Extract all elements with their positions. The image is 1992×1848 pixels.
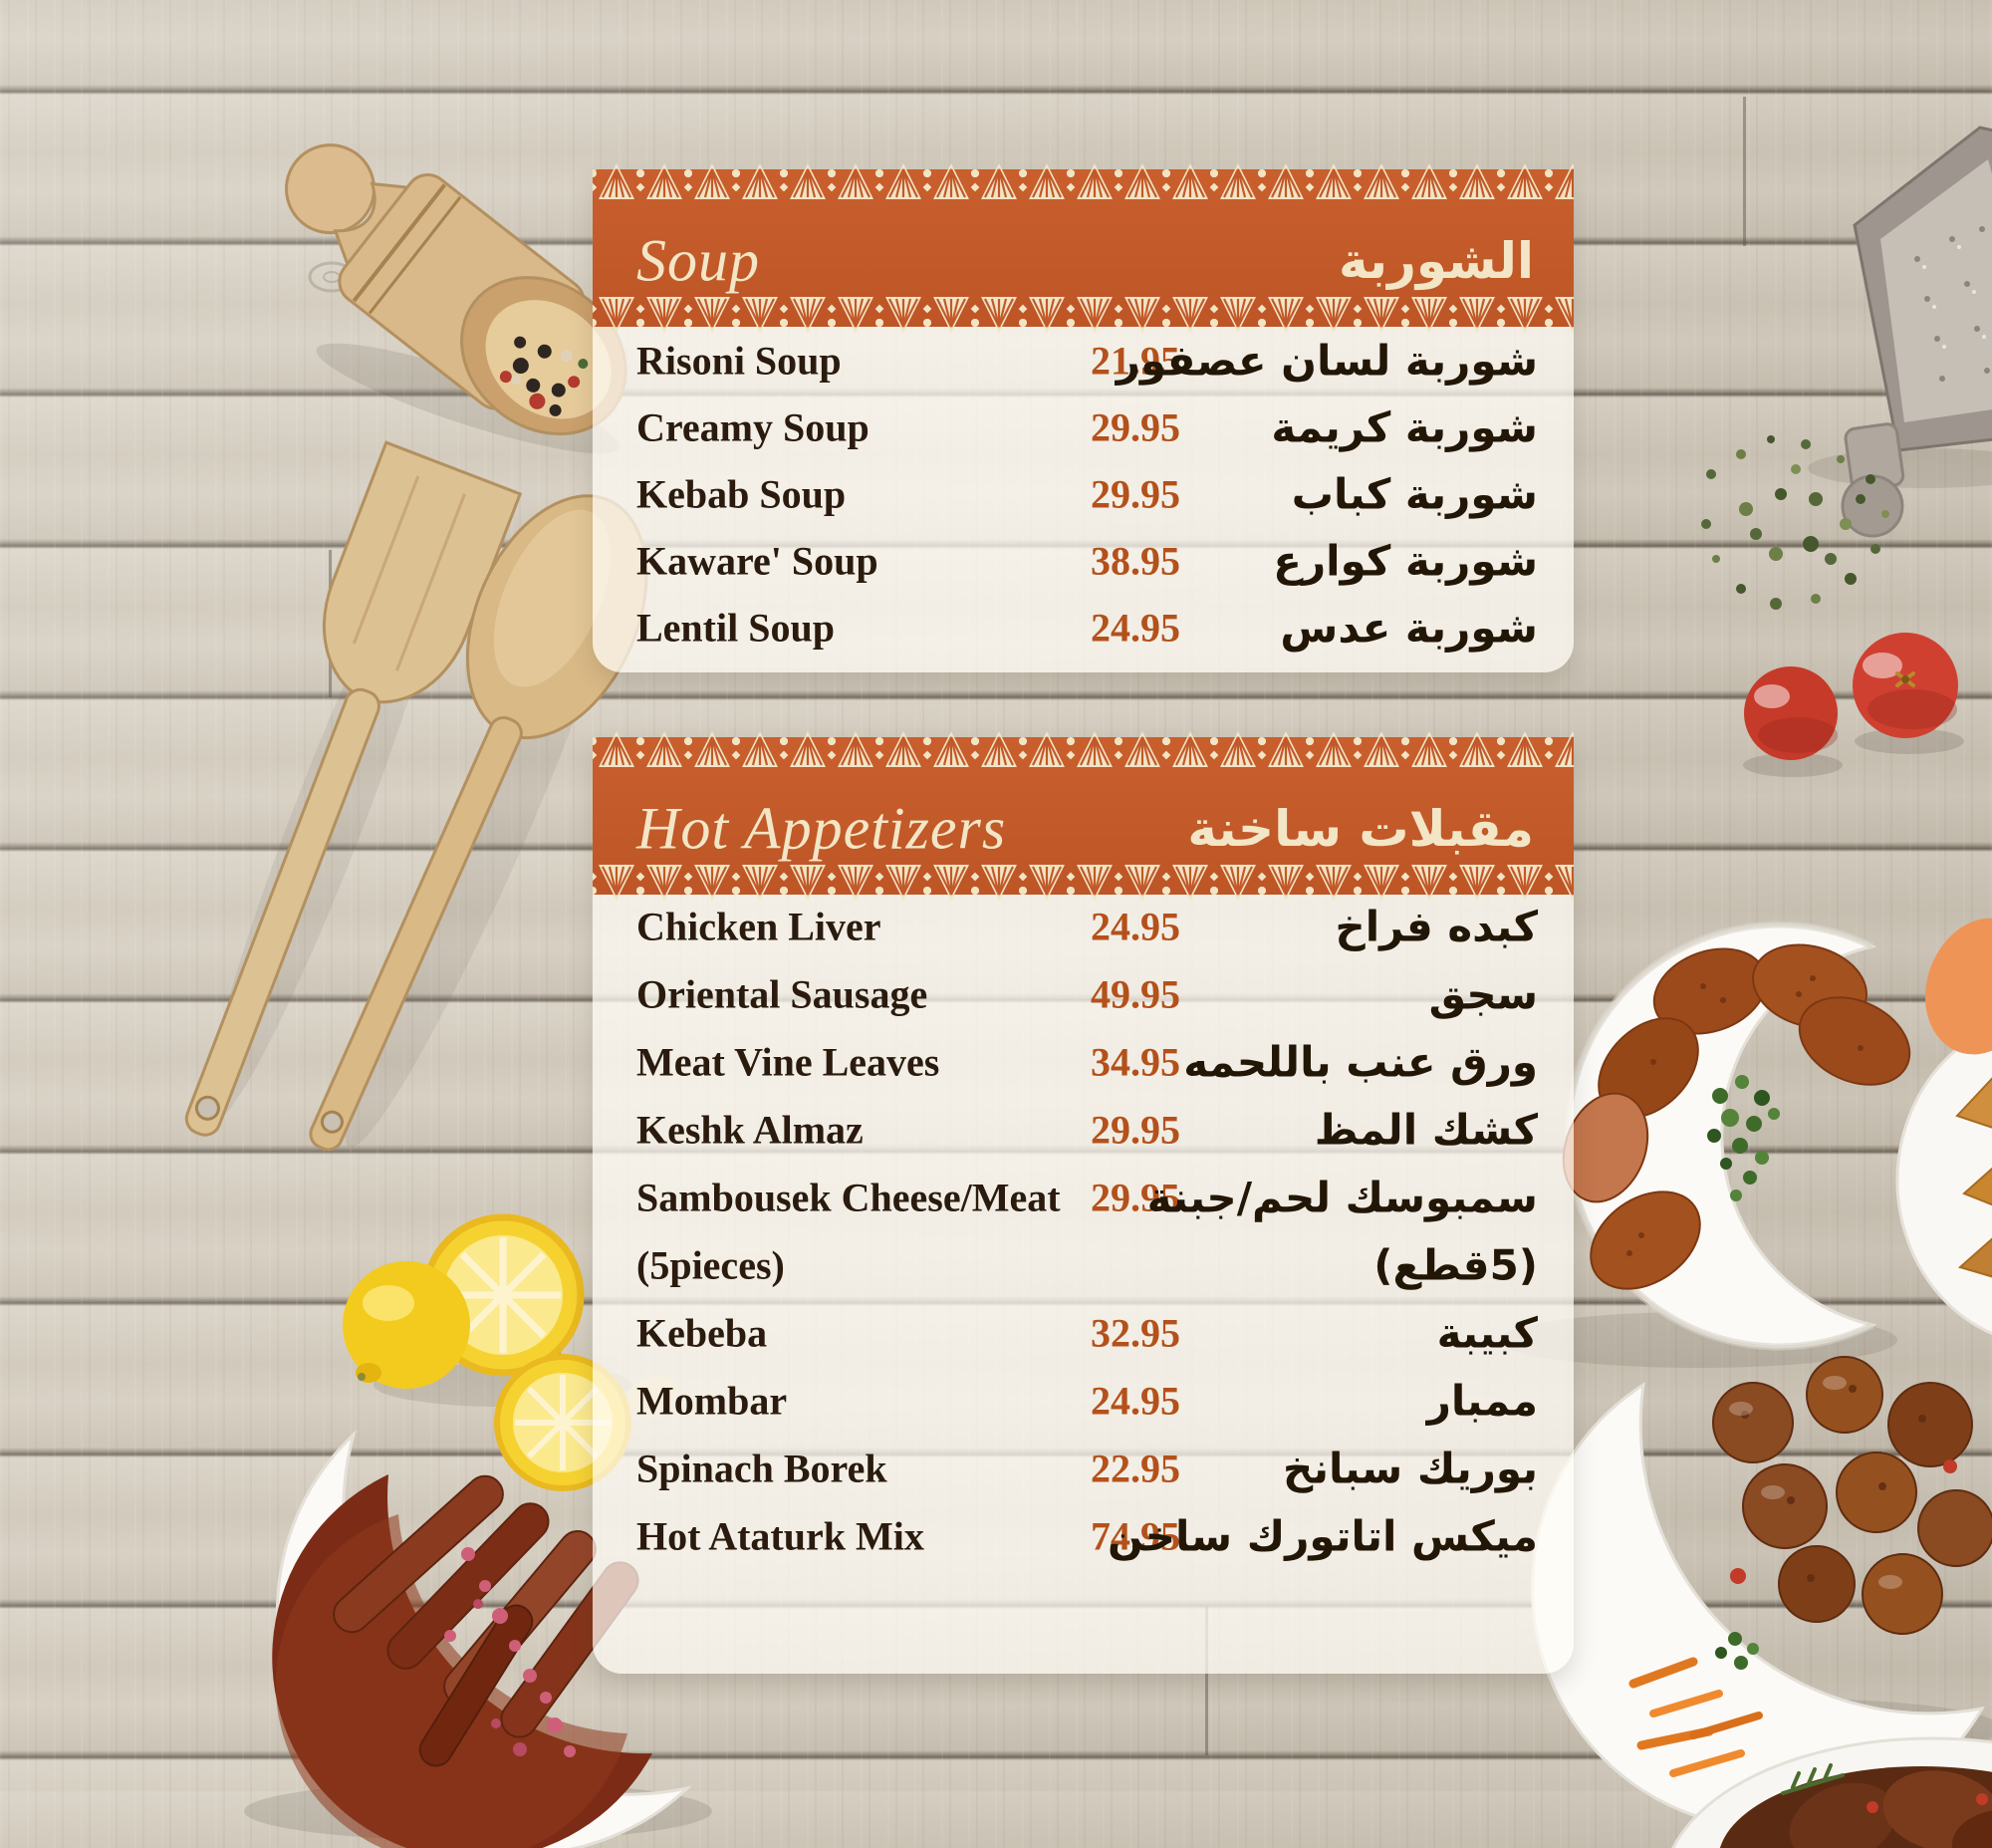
wood-plank-joint (329, 550, 332, 697)
item-name-ar: شوربة كريمة (1271, 402, 1538, 451)
item-name-ar: كبده فراخ (1335, 902, 1538, 951)
item-price: 29.95 (1091, 404, 1180, 449)
wood-plank-joint (1205, 1606, 1208, 1755)
menu-section-hot-appetizers: Hot Appetizers مقبلات ساخنة Chicken Live… (593, 729, 1574, 1674)
item-name-en: Lentil Soup (636, 605, 835, 650)
item-price: 29.95 (1091, 1107, 1180, 1153)
menu-item-row: Mombar 24.95 ممبار (593, 1367, 1574, 1435)
item-name-en: Kebab Soup (636, 471, 847, 516)
item-name-en: Risoni Soup (636, 338, 842, 383)
menu-item-row: Chicken Liver 24.95 كبده فراخ (593, 893, 1574, 960)
menu-item-row: Kebeba 32.95 كبيبة (593, 1299, 1574, 1367)
item-name-en: Sambousek Cheese/Meat (636, 1175, 1061, 1220)
item-name-en: Creamy Soup (636, 404, 870, 449)
lace-border-top-icon (593, 161, 1574, 201)
item-name-ar: شوربة لسان عصفور (1116, 336, 1538, 385)
item-name-en: Hot Ataturk Mix (636, 1513, 924, 1559)
item-name-ar: سجق (1428, 969, 1538, 1019)
item-price: 24.95 (1091, 904, 1180, 949)
item-name-ar: شوربة كوارع (1273, 536, 1538, 585)
item-name-ar: ورق عنب باللحمه (1183, 1037, 1538, 1087)
menu-item-row: Kebab Soup 29.95 شوربة كباب (593, 460, 1574, 527)
hot-appetizers-items-list: Chicken Liver 24.95 كبده فراخ Oriental Saus… (593, 893, 1574, 1570)
lace-border-top-icon (593, 729, 1574, 769)
item-price: 24.95 (1091, 605, 1180, 650)
wood-plank-joint (558, 1304, 561, 1452)
thyme-sprigs-icon (1701, 435, 1889, 610)
item-name-ar: ممبار (1426, 1376, 1538, 1426)
menu-section-soup: Soup الشوربة Risoni Soup 21.95 شوربة لسان … (593, 161, 1574, 672)
item-price: 38.95 (1091, 538, 1180, 583)
menu-item-row: Risoni Soup 21.95 شوربة لسان عصفور (593, 327, 1574, 394)
item-price: 24.95 (1091, 1378, 1180, 1424)
menu-item-row: Sambousek Cheese/Meat 29.95 سمبوسك لحم/جبن… (593, 1164, 1574, 1231)
hot-appetizers-title-ar: مقبلات ساخنة (1187, 799, 1534, 858)
item-note-ar: (5قطع) (1373, 1240, 1538, 1290)
item-price: 29.95 (1091, 1175, 1180, 1220)
item-note-en: (5pieces) (636, 1242, 785, 1288)
item-name-en: Kebeba (636, 1310, 768, 1356)
item-name-en: Spinach Borek (636, 1446, 887, 1491)
item-price: 21.95 (1091, 338, 1180, 383)
item-price: 32.95 (1091, 1310, 1180, 1356)
item-name-ar: ميكس اتاتورك ساخن (1107, 1511, 1538, 1561)
menu-item-row: Kaware' Soup 38.95 شوربة كوارع (593, 527, 1574, 594)
menu-item-row: Keshk Almaz 29.95 كشك المظ (593, 1096, 1574, 1164)
item-name-en: Kaware' Soup (636, 538, 878, 583)
item-name-ar: بوريك سبانخ (1282, 1444, 1538, 1493)
sambousek-plate-icon (1895, 918, 1992, 1336)
hot-appetizers-title-en: Hot Appetizers (636, 795, 1007, 862)
item-name-en: Meat Vine Leaves (636, 1039, 940, 1085)
item-name-ar: شوربة عدس (1280, 603, 1538, 652)
item-price: 74.95 (1091, 1513, 1180, 1559)
menu-item-row: Lentil Soup 24.95 شوربة عدس (593, 594, 1574, 660)
box-grater-icon (1808, 126, 1992, 538)
wood-plank-joint (1743, 97, 1746, 246)
item-price: 34.95 (1091, 1039, 1180, 1085)
menu-item-row: Hot Ataturk Mix 74.95 ميكس اتاتورك ساخن (593, 1502, 1574, 1570)
item-price: 22.95 (1091, 1446, 1180, 1491)
menu-item-row: Spinach Borek 22.95 بوريك سبانخ (593, 1435, 1574, 1502)
item-name-en: Mombar (636, 1378, 788, 1424)
menu-item-note-row: (5pieces) (5قطع) (593, 1231, 1574, 1299)
tomatoes-icon (1743, 633, 1964, 777)
item-name-en: Keshk Almaz (636, 1107, 864, 1153)
menu-item-row: Oriental Sausage 49.95 سجق (593, 960, 1574, 1028)
item-name-en: Chicken Liver (636, 904, 881, 949)
soup-section-header: Soup الشوربة (593, 161, 1574, 335)
soup-title-ar: الشوربة (1338, 231, 1534, 290)
hot-appetizers-section-header: Hot Appetizers مقبلات ساخنة (593, 729, 1574, 903)
braised-meat-plate-icon (1671, 1736, 1992, 1848)
item-name-ar: كبيبة (1436, 1308, 1538, 1358)
menu-item-row: Creamy Soup 29.95 شوربة كريمة (593, 394, 1574, 460)
item-name-ar: سمبوسك لحم/جبنة (1146, 1173, 1538, 1222)
meatball-crescent-plate-icon (1531, 1356, 1992, 1831)
item-price: 29.95 (1091, 471, 1180, 516)
soup-items-list: Risoni Soup 21.95 شوربة لسان عصفور Creamy S… (593, 327, 1574, 660)
item-price: 49.95 (1091, 971, 1180, 1017)
menu-item-row: Meat Vine Leaves 34.95 ورق عنب باللحمه (593, 1028, 1574, 1096)
item-name-ar: كشك المظ (1314, 1105, 1538, 1155)
soup-title-en: Soup (636, 227, 760, 294)
wood-knot (308, 261, 356, 293)
item-name-ar: شوربة كباب (1291, 469, 1538, 518)
item-name-en: Oriental Sausage (636, 971, 928, 1017)
